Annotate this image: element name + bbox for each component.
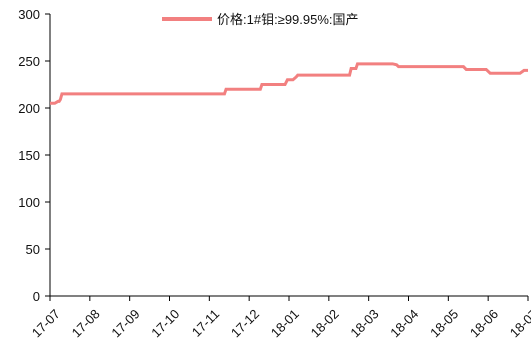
series-layer (50, 62, 528, 105)
y-tick-label: 0 (33, 289, 40, 304)
x-tick-label: 17-10 (148, 306, 182, 340)
y-axis: 0 50 100 150 200 250 300 (18, 7, 51, 304)
x-tick-label: 17-07 (29, 306, 63, 340)
x-tick-label: 18-05 (427, 306, 461, 340)
y-tick-label: 300 (18, 7, 40, 22)
y-tick-label: 150 (18, 148, 40, 163)
x-tick-label: 17-09 (108, 306, 142, 340)
x-tick-label: 18-01 (268, 306, 302, 340)
y-tick-label: 50 (26, 242, 40, 257)
y-tick-label: 250 (18, 54, 40, 69)
x-axis: 17-07 17-08 17-09 17-10 17-11 17-12 18-01 18-02… (29, 295, 531, 340)
y-tick-label: 200 (18, 101, 40, 116)
y-tick-label: 100 (18, 195, 40, 210)
x-tick-label: 18-06 (467, 306, 501, 340)
x-tick-label: 17-08 (69, 306, 103, 340)
x-tick-label: 18-07 (507, 306, 531, 340)
x-tick-label: 18-02 (308, 306, 342, 340)
x-tick-label: 17-12 (228, 306, 262, 340)
x-tick-label: 17-11 (189, 306, 222, 339)
legend: 价格:1#钼:≥99.95%:国产 (162, 12, 359, 27)
x-tick-label: 18-04 (387, 306, 421, 340)
x-tick-label: 18-03 (347, 306, 381, 340)
legend-label: 价格:1#钼:≥99.95%:国产 (217, 12, 359, 27)
series-line (50, 62, 528, 105)
